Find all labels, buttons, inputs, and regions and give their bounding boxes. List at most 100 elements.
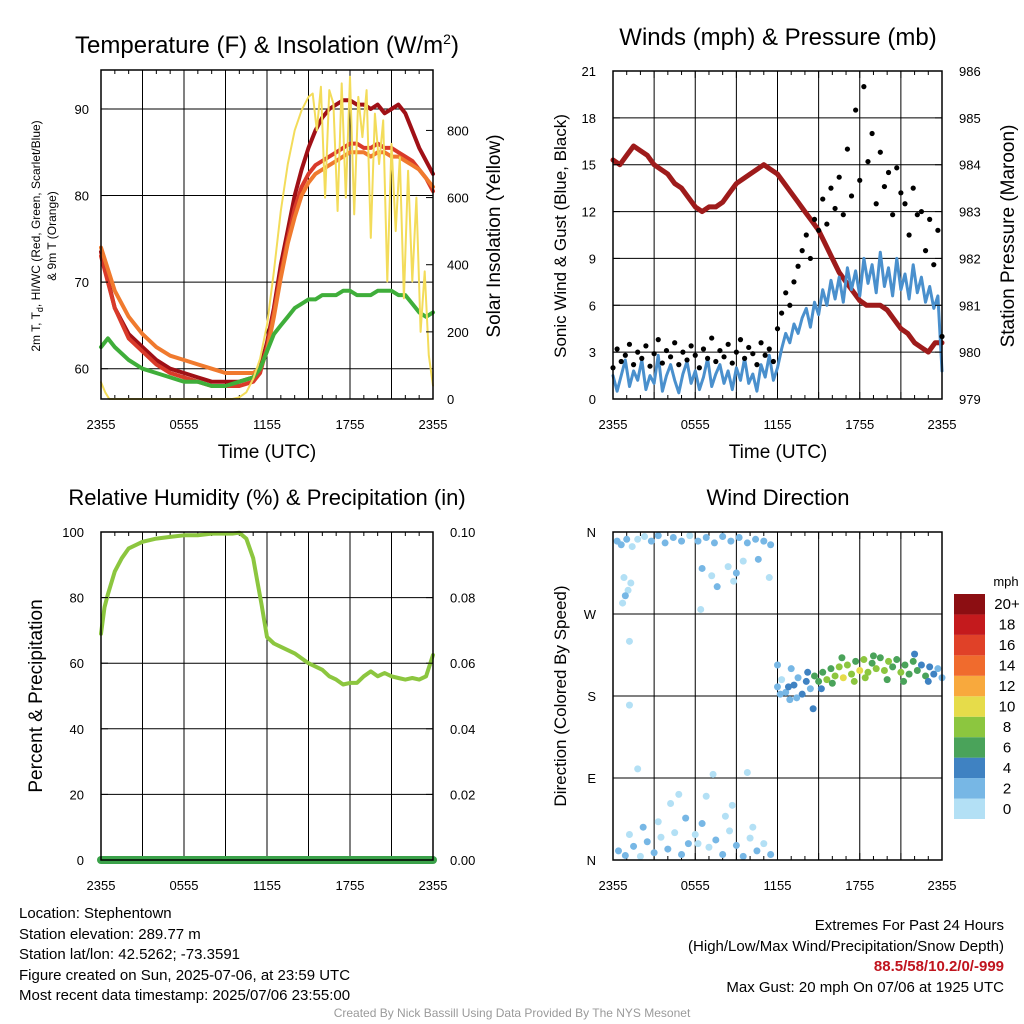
colorbar-label: 4 — [1003, 760, 1011, 777]
gust-point — [816, 227, 822, 233]
direction-point — [684, 840, 692, 848]
gust-point — [655, 337, 661, 343]
gust-point — [832, 205, 838, 212]
direction-point — [889, 663, 897, 671]
chart-title: Temperature (F) & Insolation (W/m2) — [75, 31, 459, 59]
direction-point — [901, 661, 909, 669]
direction-point — [746, 834, 754, 842]
y-tick-label-left: 18 — [582, 111, 596, 126]
gust-point — [700, 346, 707, 352]
direction-point — [686, 532, 694, 540]
y-tick-label-right: 0.10 — [450, 525, 475, 540]
x-tick-label: 1155 — [253, 417, 281, 432]
direction-point — [710, 539, 718, 547]
gust-point — [754, 362, 760, 368]
direction-point — [671, 829, 679, 837]
gust-point — [684, 357, 690, 363]
direction-point — [872, 665, 880, 673]
colorbar-swatch — [954, 696, 985, 717]
direction-point — [634, 535, 642, 543]
gust-point — [803, 232, 809, 238]
direction-point — [900, 677, 908, 685]
gust-point — [914, 212, 920, 218]
gust-point — [902, 201, 908, 207]
series-line-4 — [99, 288, 435, 388]
y-axis-label-right: Solar Insolation (Yellow) — [484, 134, 505, 337]
direction-point — [678, 537, 686, 545]
gust-point — [791, 279, 797, 285]
direction-point — [823, 676, 831, 684]
y-tick-label-left: 12 — [582, 205, 596, 220]
y-tick-label-left: 60 — [70, 656, 84, 671]
direction-point — [669, 533, 677, 541]
panel-2: 0 3 6 9 12 15 18 21 979 980 981 982 983 984 985 986 2355… — [551, 24, 1019, 463]
direction-point — [767, 851, 775, 859]
x-tick-label: 0555 — [170, 417, 199, 432]
y-tick-label-right: 981 — [959, 298, 981, 313]
plot-border — [100, 69, 434, 400]
y-axis-label-left: Percent & Precipitation — [26, 599, 47, 792]
direction-point — [880, 666, 888, 674]
colorbar-label: 0 — [1003, 801, 1011, 818]
y-tick-label-left: N — [587, 525, 596, 540]
series-line-1 — [99, 530, 435, 687]
colorbar-label: 20+ — [994, 596, 1020, 613]
direction-point — [752, 535, 760, 543]
direction-point — [868, 659, 876, 667]
direction-point — [835, 663, 843, 671]
gust-point — [667, 354, 674, 360]
direction-point — [786, 696, 794, 704]
y-tick-label-left: 90 — [75, 102, 89, 117]
gust-point — [807, 255, 814, 262]
direction-point — [765, 574, 773, 582]
direction-point — [815, 677, 823, 685]
x-tick-label: 2355 — [419, 417, 448, 432]
direction-point — [926, 663, 934, 671]
direction-point — [905, 670, 913, 678]
direction-point — [625, 637, 633, 645]
gust-point — [676, 362, 682, 368]
gust-point — [704, 355, 711, 361]
direction-point — [617, 541, 625, 549]
gust-point — [725, 341, 731, 347]
direction-point — [774, 683, 781, 691]
direction-point — [848, 670, 856, 678]
x-tick-label: 0555 — [170, 878, 199, 893]
direction-point — [623, 535, 631, 543]
direction-point — [838, 654, 846, 662]
direction-point — [784, 683, 792, 691]
x-tick-label: 0555 — [681, 878, 710, 893]
y-tick-label-left: 80 — [70, 591, 84, 606]
direction-point — [897, 668, 905, 676]
direction-point — [619, 599, 627, 607]
direction-point — [749, 823, 757, 831]
gust-point — [853, 107, 859, 113]
y-tick-label-right: 985 — [959, 111, 981, 126]
direction-point — [661, 539, 669, 547]
direction-point — [913, 666, 921, 674]
direction-point — [739, 852, 747, 860]
y-tick-label-right: 0.06 — [450, 656, 475, 671]
y-tick-label-right: 0 — [447, 392, 454, 407]
x-axis-label: Time (UTC) — [218, 442, 317, 463]
direction-point — [634, 765, 642, 773]
gust-point — [857, 177, 863, 183]
colorbar-swatch — [954, 655, 985, 676]
gust-point — [630, 362, 637, 368]
gust-point — [680, 349, 686, 355]
direction-point — [691, 830, 699, 838]
colorbar-label: 12 — [999, 678, 1016, 695]
created-text: Figure created on Sun, 2025-07-06, at 23… — [19, 966, 351, 984]
y-axis-label-left-line2: & 9m T (Orange) — [45, 191, 59, 281]
gust-point — [729, 360, 735, 366]
direction-point — [627, 579, 635, 587]
chart-title: Relative Humidity (%) & Precipitation (i… — [68, 485, 465, 510]
direction-point — [743, 769, 751, 777]
direction-point — [909, 657, 917, 665]
direction-point — [827, 665, 835, 673]
direction-point — [643, 838, 651, 846]
gust-point — [795, 263, 801, 269]
gust-point — [873, 201, 879, 207]
direction-point — [650, 849, 658, 857]
